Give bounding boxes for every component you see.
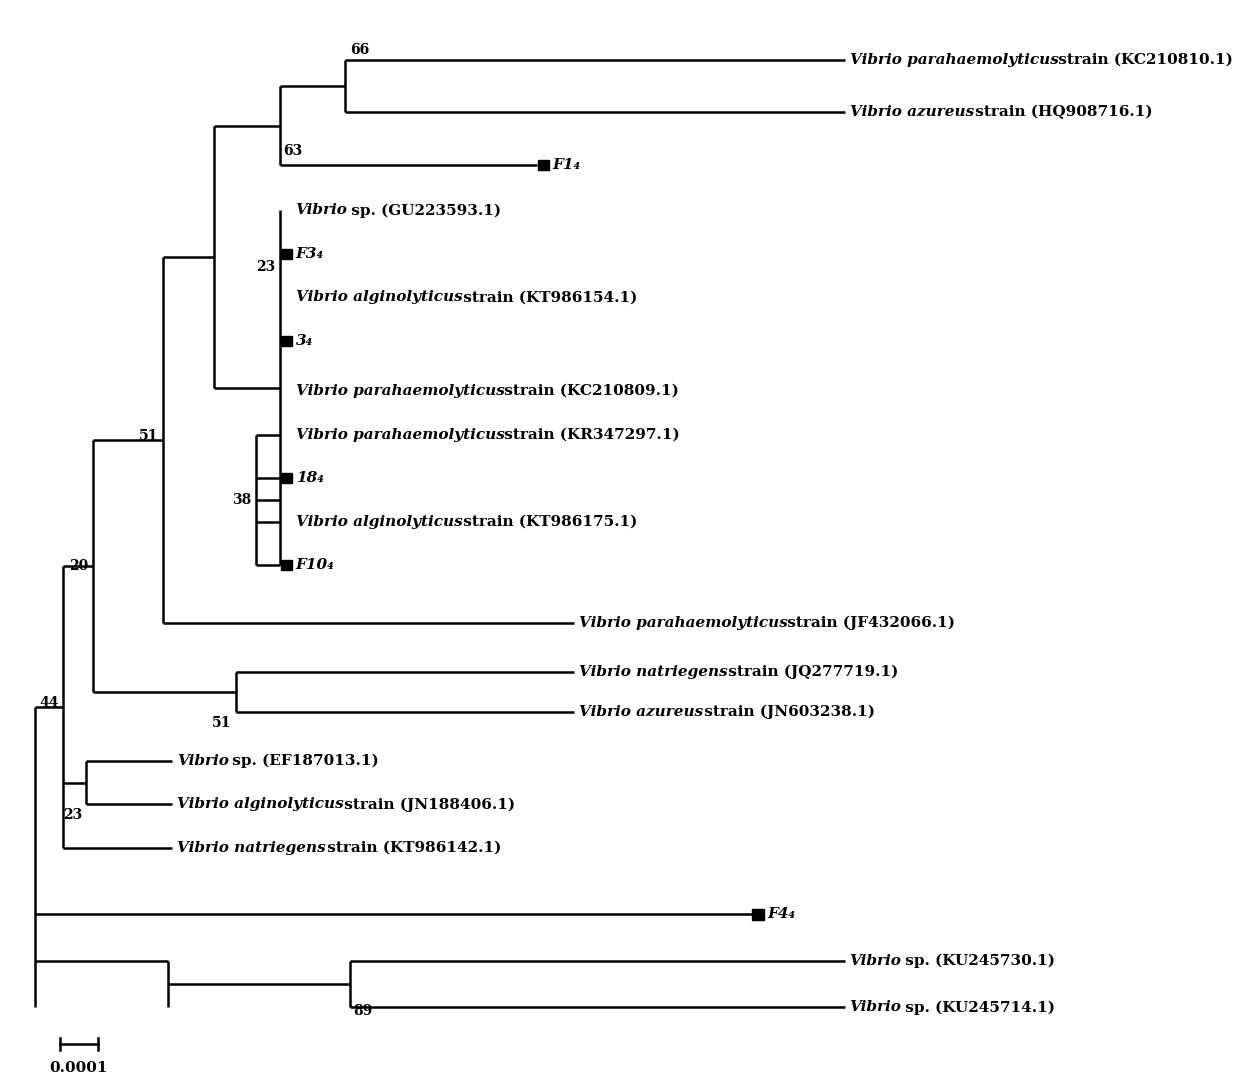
Bar xyxy=(280,336,291,345)
Text: strain (JN603238.1): strain (JN603238.1) xyxy=(699,704,875,719)
Text: Vibrio: Vibrio xyxy=(849,954,901,968)
Text: sp. (GU223593.1): sp. (GU223593.1) xyxy=(346,204,501,218)
Text: 23: 23 xyxy=(255,260,275,274)
Text: Vibrio parahaemolyticus: Vibrio parahaemolyticus xyxy=(849,53,1059,66)
Text: strain (KT986142.1): strain (KT986142.1) xyxy=(321,840,501,854)
Text: strain (JQ277719.1): strain (JQ277719.1) xyxy=(723,664,899,679)
Text: Vibrio alginolyticus: Vibrio alginolyticus xyxy=(295,290,463,304)
Bar xyxy=(280,560,291,570)
Text: sp. (KU245714.1): sp. (KU245714.1) xyxy=(900,1000,1055,1015)
Bar xyxy=(753,910,764,919)
Text: Vibrio parahaemolyticus: Vibrio parahaemolyticus xyxy=(579,616,787,630)
Text: 51: 51 xyxy=(212,716,231,730)
Text: strain (KT986154.1): strain (KT986154.1) xyxy=(458,290,637,304)
Text: 89: 89 xyxy=(353,1004,373,1018)
Text: 23: 23 xyxy=(63,808,83,822)
Text: F1₄: F1₄ xyxy=(553,158,580,172)
Text: Vibrio alginolyticus: Vibrio alginolyticus xyxy=(295,514,463,529)
Text: strain (HQ908716.1): strain (HQ908716.1) xyxy=(971,105,1153,119)
Bar xyxy=(538,160,549,170)
Text: Vibrio azureus: Vibrio azureus xyxy=(579,705,703,719)
Text: 20: 20 xyxy=(69,559,88,573)
Text: Vibrio parahaemolyticus: Vibrio parahaemolyticus xyxy=(295,428,505,442)
Text: strain (JN188406.1): strain (JN188406.1) xyxy=(339,797,516,811)
Text: 0.0001: 0.0001 xyxy=(50,1061,108,1075)
Text: strain (JF432066.1): strain (JF432066.1) xyxy=(781,616,955,630)
Text: 3₄: 3₄ xyxy=(295,334,312,348)
Text: Vibrio natriegens: Vibrio natriegens xyxy=(177,840,326,854)
Text: 38: 38 xyxy=(232,493,252,507)
Text: 18₄: 18₄ xyxy=(295,471,324,485)
Text: Vibrio azureus: Vibrio azureus xyxy=(849,105,973,119)
Text: 44: 44 xyxy=(40,695,60,709)
Text: sp. (EF187013.1): sp. (EF187013.1) xyxy=(227,754,379,768)
Text: 66: 66 xyxy=(350,43,370,57)
Text: F3₄: F3₄ xyxy=(295,247,324,261)
Text: sp. (KU245730.1): sp. (KU245730.1) xyxy=(900,954,1055,968)
Text: Vibrio parahaemolyticus: Vibrio parahaemolyticus xyxy=(295,384,505,399)
Text: F10₄: F10₄ xyxy=(295,558,335,572)
Text: Vibrio: Vibrio xyxy=(177,754,229,768)
Text: strain (KT986175.1): strain (KT986175.1) xyxy=(458,514,637,529)
Text: 63: 63 xyxy=(284,144,303,158)
Text: strain (KC210810.1): strain (KC210810.1) xyxy=(1053,53,1233,66)
Text: Vibrio: Vibrio xyxy=(295,204,347,218)
Text: Vibrio natriegens: Vibrio natriegens xyxy=(579,665,728,679)
Text: Vibrio alginolyticus: Vibrio alginolyticus xyxy=(177,797,343,811)
Text: strain (KC210809.1): strain (KC210809.1) xyxy=(498,384,678,399)
Text: F4₄: F4₄ xyxy=(768,908,796,922)
Bar xyxy=(280,249,291,259)
Text: strain (KR347297.1): strain (KR347297.1) xyxy=(498,428,680,442)
Bar xyxy=(280,473,291,483)
Text: 51: 51 xyxy=(139,429,159,443)
Text: Vibrio: Vibrio xyxy=(849,1001,901,1015)
